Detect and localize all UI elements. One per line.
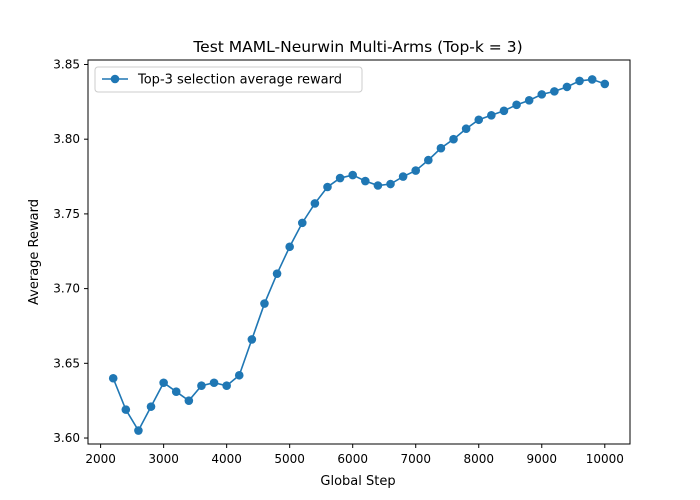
data-point: [159, 378, 168, 388]
x-tick-label: 4000: [211, 452, 242, 466]
data-point: [272, 269, 282, 278]
data-point: [209, 378, 219, 388]
x-tick-label: 3000: [148, 452, 179, 466]
x-tick-label: 5000: [274, 452, 305, 466]
plot-area: [87, 59, 631, 445]
data-point: [562, 82, 572, 92]
data-point: [550, 87, 559, 96]
data-point: [121, 405, 131, 414]
data-point: [285, 242, 294, 252]
data-point: [260, 299, 269, 308]
y-tick-label: 3.65: [53, 356, 80, 370]
data-point: [234, 370, 244, 380]
data-point: [600, 79, 610, 89]
y-tick-label: 3.70: [53, 282, 80, 296]
data-point: [323, 182, 332, 192]
y-axis-label: Average Reward: [27, 199, 42, 305]
data-point: [499, 106, 509, 116]
data-point: [474, 115, 484, 125]
data-point: [108, 373, 118, 383]
legend: Top-3 selection average reward: [94, 66, 363, 93]
chart-title: Test MAML-Neurwin Multi-Arms (Top-k = 3): [192, 38, 522, 56]
y-tick-label: 3.80: [53, 132, 80, 146]
data-point: [247, 335, 257, 344]
data-point: [335, 173, 345, 183]
y-tick-label: 3.60: [53, 431, 80, 445]
x-tick-label: 7000: [400, 452, 431, 466]
data-point: [411, 166, 421, 175]
data-point: [512, 100, 521, 110]
y-tick-label: 3.85: [53, 57, 80, 71]
x-tick-label: 2000: [85, 452, 116, 466]
data-point: [361, 176, 370, 186]
data-point: [373, 181, 383, 190]
data-point: [297, 218, 307, 228]
data-point: [134, 426, 143, 435]
data-point: [197, 381, 206, 391]
legend-box: [94, 66, 363, 93]
data-point: [487, 110, 496, 120]
legend-label: Top-3 selection average reward: [137, 73, 342, 88]
data-point: [436, 143, 446, 153]
data-point: [424, 155, 433, 165]
x-axis-label: Global Step: [320, 474, 395, 489]
data-point: [310, 199, 320, 208]
series-layer: [108, 75, 610, 435]
data-point: [575, 76, 584, 86]
x-tick-label: 6000: [337, 452, 368, 466]
data-point: [171, 387, 181, 397]
data-point: [348, 170, 357, 180]
data-point: [537, 90, 547, 99]
data-point: [449, 134, 458, 144]
y-axis: 3.60 3.65 3.70 3.75 3.80 3.85: [53, 57, 88, 445]
x-tick-label: 10000: [586, 452, 624, 466]
series-line: [112, 78, 606, 433]
x-tick-label: 8000: [463, 452, 494, 466]
data-point: [386, 179, 395, 189]
data-point: [587, 75, 597, 84]
x-tick-label: 9000: [526, 452, 557, 466]
data-point: [146, 402, 156, 411]
data-point: [461, 124, 471, 134]
legend-marker-swatch: [110, 74, 120, 84]
data-point: [184, 396, 194, 405]
data-point: [222, 381, 231, 391]
y-tick-label: 3.75: [53, 207, 80, 221]
data-point: [524, 96, 534, 105]
data-point: [398, 172, 408, 181]
x-axis: 2000 3000 4000 5000 6000 7000 8000 9000 10000: [85, 444, 624, 466]
